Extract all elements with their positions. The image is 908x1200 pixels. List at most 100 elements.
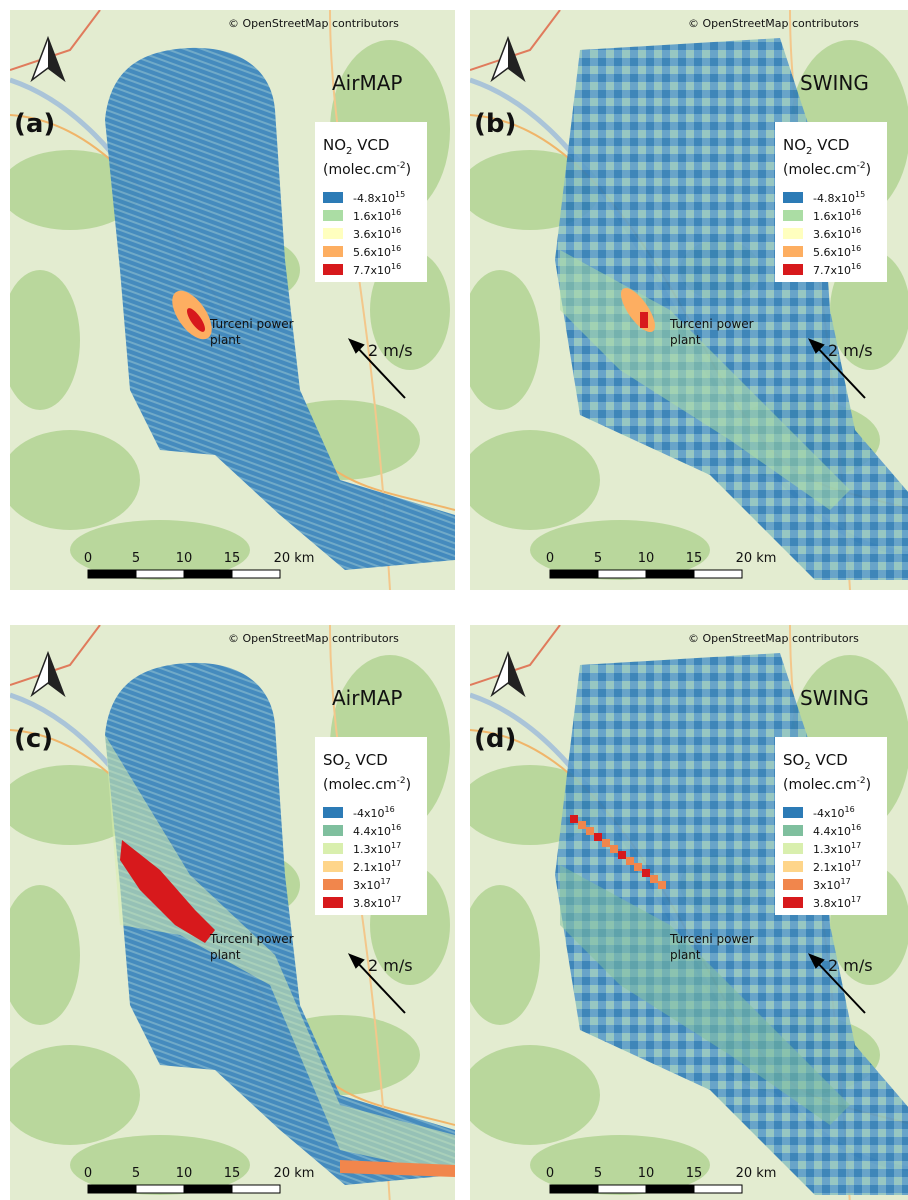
legend-entry: 3x1017 — [813, 877, 851, 892]
wind-arrowhead — [347, 338, 365, 354]
units-close: ) — [866, 777, 871, 793]
scale-label: 10 — [638, 551, 655, 566]
north-arrow-half — [48, 653, 64, 695]
legend-base: -4.8x10 — [353, 192, 395, 205]
legend-base: 4.4x10 — [353, 825, 391, 838]
map — [10, 625, 455, 1200]
map-panel: © OpenStreetMap contributors(b)SWINGNO2 … — [470, 10, 908, 590]
airmap-swath — [105, 47, 455, 571]
legend-entry: 2.1x1017 — [813, 859, 861, 874]
scale-label: 10 — [176, 1166, 193, 1181]
legend-units: (molec.cm-2) — [323, 161, 411, 178]
scale-segment — [231, 569, 281, 579]
annotation: plant — [210, 333, 241, 347]
legend-exponent: 17 — [851, 859, 861, 868]
legend-exponent: 16 — [851, 226, 861, 235]
plume — [560, 865, 850, 1125]
road — [470, 10, 561, 71]
legend-title: NO2 VCD — [323, 136, 389, 157]
suffix: VCD — [812, 136, 849, 154]
legend-exponent: 16 — [844, 805, 854, 814]
species: NO — [323, 136, 346, 154]
legend-base: -4.8x10 — [813, 192, 855, 205]
legend-base: 3.6x10 — [353, 228, 391, 241]
legend-entry: 4.4x1016 — [813, 823, 861, 838]
wind-arrow — [814, 959, 866, 1014]
legend-swatch — [323, 843, 343, 854]
forest — [10, 1045, 140, 1145]
subscript: 2 — [346, 146, 352, 157]
species: SO — [783, 751, 804, 769]
legend-entry: 3x1017 — [353, 877, 391, 892]
legend-exponent: 16 — [851, 208, 861, 217]
forest — [10, 765, 140, 845]
scale-segment — [135, 569, 185, 579]
scale-label: 10 — [638, 1166, 655, 1181]
plume-pixel — [586, 827, 594, 835]
legend-base: 5.6x10 — [813, 246, 851, 259]
legend-exponent: 16 — [391, 244, 401, 253]
subscript: 2 — [804, 761, 810, 772]
wind-arrowhead — [347, 953, 365, 969]
legend-entry: 4.4x1016 — [353, 823, 401, 838]
legend-entry: 5.6x1016 — [353, 244, 401, 259]
legend-exponent: 17 — [851, 841, 861, 850]
copyright: © OpenStreetMap contributors — [688, 17, 859, 30]
legend-swatch — [323, 192, 343, 203]
legend-exponent: 17 — [391, 841, 401, 850]
wind-arrow — [354, 344, 406, 399]
units-close: ) — [866, 162, 871, 178]
scale-label: 20 km — [274, 551, 315, 566]
legend-exponent: 15 — [395, 190, 405, 199]
units-close: ) — [406, 162, 411, 178]
legend-exponent: 16 — [391, 823, 401, 832]
forest — [10, 430, 140, 530]
legend-exponent: 16 — [384, 805, 394, 814]
legend-entry: 3.8x1017 — [353, 895, 401, 910]
annotation: Turceni power — [669, 932, 754, 946]
legend-exponent: 17 — [391, 895, 401, 904]
legend-swatch — [323, 825, 343, 836]
legend-base: 5.6x10 — [353, 246, 391, 259]
legend-exponent: 16 — [851, 244, 861, 253]
scale-label: 0 — [84, 1166, 92, 1181]
map — [470, 10, 908, 590]
legend-swatch — [783, 807, 803, 818]
legend-base: 1.3x10 — [353, 843, 391, 856]
units-superscript: -2 — [857, 776, 866, 786]
legend-entry: 5.6x1016 — [813, 244, 861, 259]
legend-base: 3x10 — [353, 879, 381, 892]
scale-label: 0 — [84, 551, 92, 566]
forest — [10, 885, 80, 1025]
scale-segment — [231, 1184, 281, 1194]
instrument: SWING — [800, 686, 869, 710]
scale-segment — [549, 569, 599, 579]
species: SO — [323, 751, 344, 769]
road — [10, 10, 101, 71]
legend-base: 3.6x10 — [813, 228, 851, 241]
scale-label: 15 — [224, 551, 241, 566]
panel-label: (a) — [14, 109, 55, 139]
plume-pixel — [658, 881, 666, 889]
scale-segment — [135, 1184, 185, 1194]
scale-label: 15 — [686, 1166, 703, 1181]
scale-segment — [645, 1184, 695, 1194]
scale-segment — [87, 1184, 137, 1194]
units: (molec.cm — [323, 162, 397, 178]
legend-base: 1.6x10 — [813, 210, 851, 223]
legend-exponent: 16 — [851, 823, 861, 832]
wind-arrow — [354, 959, 406, 1014]
map — [10, 10, 455, 590]
map-panel: © OpenStreetMap contributors(a)AirMAPNO2… — [10, 10, 455, 590]
plume-pixel — [626, 857, 634, 865]
scale-segment — [597, 1184, 647, 1194]
panel-label: (b) — [474, 109, 516, 139]
forest — [70, 1135, 250, 1195]
road — [470, 625, 561, 686]
plume-pixel — [570, 815, 578, 823]
annotation: Turceni power — [209, 317, 294, 331]
legend-units: (molec.cm-2) — [783, 161, 871, 178]
species: NO — [783, 136, 806, 154]
legend-title: NO2 VCD — [783, 136, 849, 157]
plume-pixel — [602, 839, 610, 847]
